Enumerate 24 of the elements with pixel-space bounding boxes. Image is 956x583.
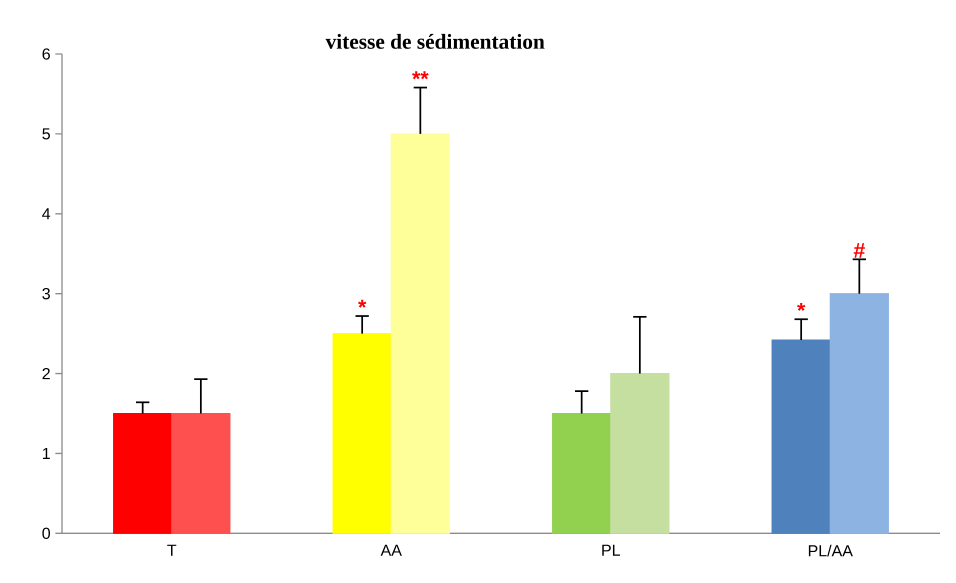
chart-title: vitesse de sédimentation: [326, 34, 545, 50]
bar: [552, 413, 612, 534]
y-tick-label: 5: [42, 128, 50, 140]
bar: [772, 340, 831, 534]
x-tick-label: PL: [602, 544, 620, 556]
annotation: *: [358, 300, 366, 308]
annotation: **: [412, 71, 429, 80]
y-tick-label: 0: [42, 528, 50, 540]
y-tick-label: 1: [42, 448, 50, 460]
annotation: #: [854, 243, 865, 258]
annotation: *: [797, 303, 806, 312]
y-tick-label: 4: [42, 208, 50, 220]
bar: [390, 134, 450, 534]
bar: [610, 373, 670, 534]
bar: [830, 293, 889, 534]
x-tick-label: T: [167, 544, 176, 556]
bar: [332, 333, 392, 534]
y-tick-label: 3: [42, 288, 50, 300]
x-tick-label: AA: [380, 544, 402, 556]
y-tick-label: 2: [42, 368, 50, 380]
x-tick-label: PL/AA: [808, 544, 853, 557]
bar: [113, 413, 172, 534]
y-tick-label: 6: [42, 48, 50, 60]
bar: [171, 413, 230, 534]
